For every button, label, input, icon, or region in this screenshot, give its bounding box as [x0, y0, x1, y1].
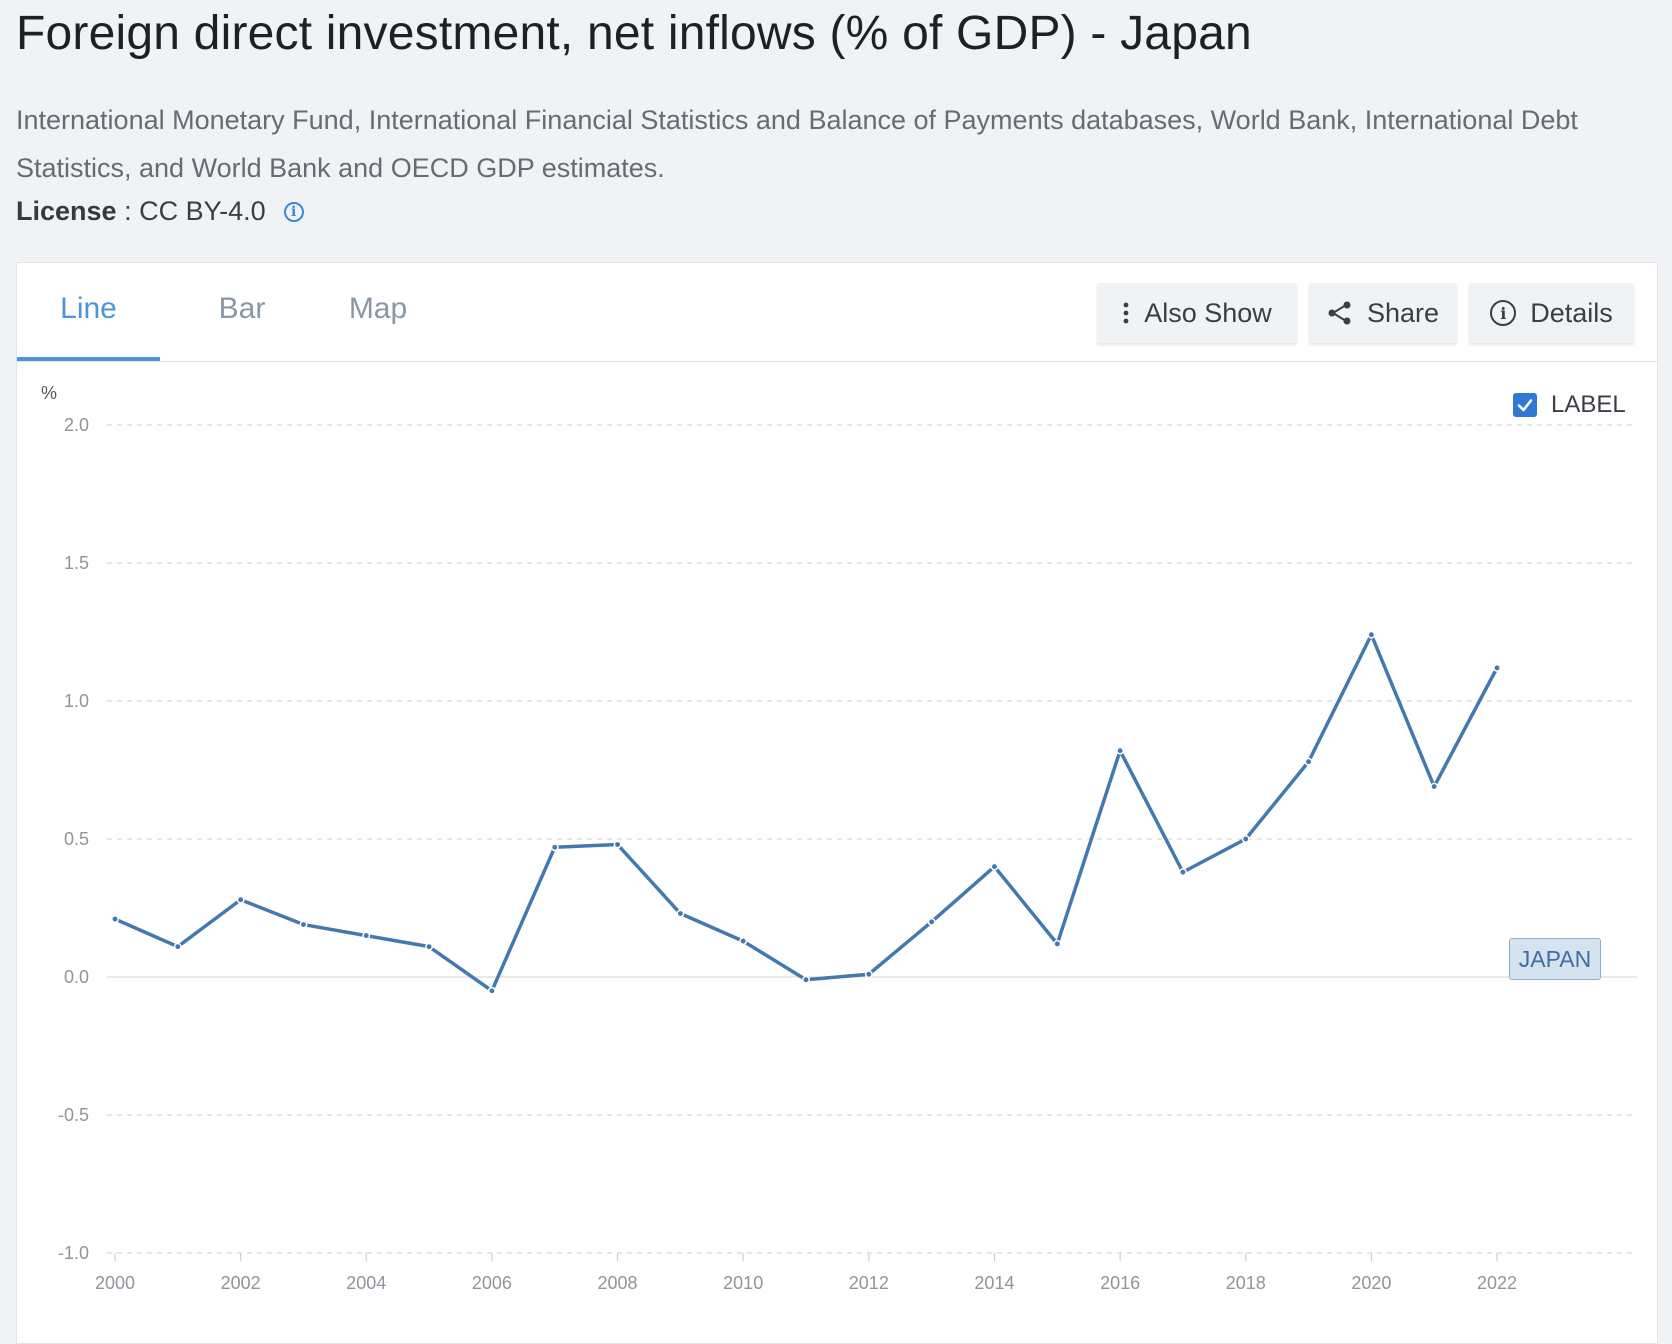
- data-point: [927, 917, 936, 926]
- x-tick-label: 2022: [1477, 1273, 1517, 1293]
- y-tick-label: 2.0: [64, 415, 89, 435]
- data-point: [1053, 939, 1062, 948]
- share-label: Share: [1366, 297, 1440, 328]
- data-point: [1367, 630, 1376, 639]
- x-tick-label: 2008: [598, 1273, 638, 1293]
- x-tick-label: 2018: [1226, 1273, 1266, 1293]
- x-tick-label: 2004: [346, 1273, 386, 1293]
- label-checkbox[interactable]: [1513, 393, 1537, 417]
- y-tick-label: -0.5: [58, 1105, 89, 1125]
- more-vertical-icon: [1122, 301, 1130, 325]
- also-show-button[interactable]: Also Show: [1097, 283, 1297, 343]
- license-info-icon[interactable]: i: [283, 201, 304, 222]
- y-tick-label: 0.0: [64, 967, 89, 987]
- data-point: [990, 862, 999, 871]
- y-axis-unit: %: [41, 383, 57, 403]
- also-show-label: Also Show: [1144, 297, 1272, 328]
- tab-bar[interactable]: Bar: [218, 292, 266, 325]
- license-label: License: [16, 196, 117, 226]
- data-point: [1430, 782, 1439, 791]
- x-tick-label: 2002: [221, 1273, 261, 1293]
- data-point: [802, 975, 810, 984]
- data-point: [1241, 835, 1250, 843]
- data-point: [864, 970, 873, 979]
- chart-panel: Line Bar Map Also Show Share i: [16, 262, 1658, 1344]
- data-point: [111, 915, 119, 923]
- x-tick-label: 2006: [472, 1273, 512, 1293]
- y-tick-label: -1.0: [58, 1243, 89, 1263]
- share-icon: [1327, 300, 1353, 326]
- y-tick-label: 0.5: [64, 829, 89, 849]
- tab-line[interactable]: Line: [17, 263, 160, 361]
- license-line: License : CC BY-4.0 i: [16, 196, 304, 227]
- page-title: Foreign direct investment, net inflows (…: [16, 7, 1252, 60]
- x-tick-label: 2020: [1351, 1273, 1391, 1293]
- label-checkbox-text: LABEL: [1551, 391, 1626, 418]
- data-point: [550, 843, 559, 852]
- line-chart: % -1.0 -0.5 0.0 0.5 1.0 1.5 2.0 2000 2002 2004 2006…: [41, 383, 1637, 1293]
- data-point: [1304, 757, 1313, 766]
- data-point: [613, 840, 622, 849]
- series-line: [114, 633, 1499, 993]
- data-point: [299, 920, 308, 929]
- label-toggle[interactable]: LABEL: [1513, 391, 1626, 419]
- x-tick-label: 2016: [1100, 1273, 1140, 1293]
- data-point: [1116, 746, 1125, 755]
- license-separator: :: [116, 196, 140, 226]
- series-label-japan: JAPAN: [1509, 938, 1601, 980]
- data-point: [236, 895, 245, 904]
- data-point: [1493, 663, 1501, 672]
- data-point: [362, 931, 371, 940]
- x-tick-label: 2012: [849, 1273, 889, 1293]
- x-tick-label: 2014: [974, 1273, 1014, 1293]
- x-tick-label: 2000: [95, 1273, 135, 1293]
- data-point: [1178, 868, 1187, 877]
- chart-tabs: Line Bar Map Also Show Share i: [17, 263, 1657, 362]
- details-label: Details: [1530, 297, 1613, 328]
- tab-map[interactable]: Map: [348, 292, 408, 325]
- y-tick-label: 1.5: [64, 553, 89, 573]
- license-value: CC BY-4.0: [139, 196, 266, 226]
- info-icon: i: [1490, 300, 1517, 326]
- share-button[interactable]: Share: [1309, 283, 1457, 343]
- data-point: [739, 937, 748, 946]
- source-note: International Monetary Fund, Internation…: [16, 105, 1578, 183]
- details-button[interactable]: i Details: [1469, 283, 1634, 343]
- x-tick-label: 2010: [723, 1273, 763, 1293]
- y-tick-label: 1.0: [64, 691, 89, 711]
- data-point: [173, 942, 182, 951]
- data-point: [425, 942, 434, 951]
- data-point: [676, 909, 685, 918]
- data-point: [487, 986, 496, 995]
